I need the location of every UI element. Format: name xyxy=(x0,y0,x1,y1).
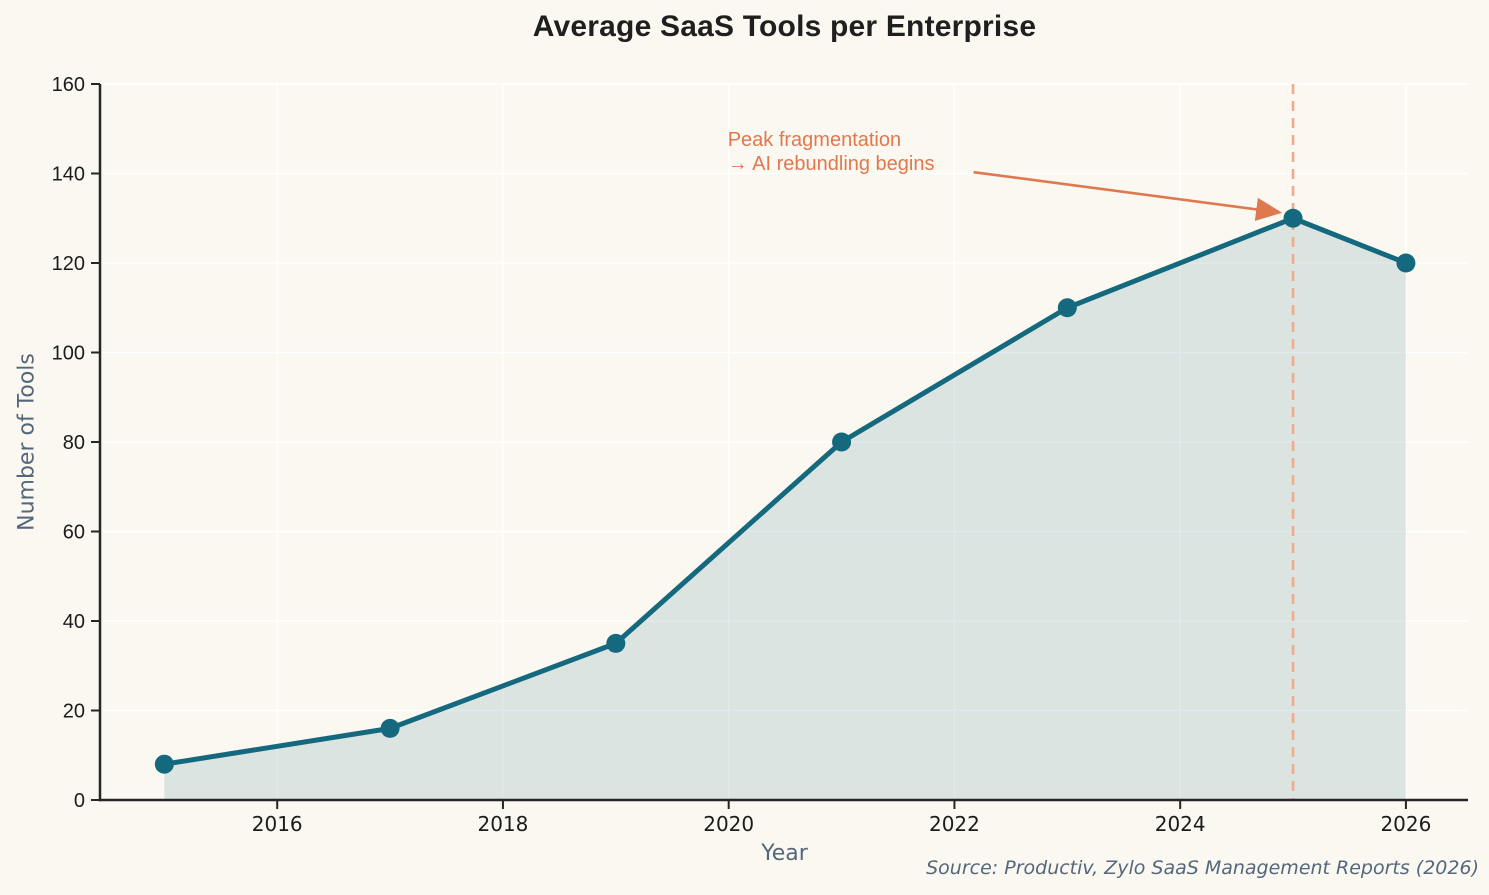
annotation-line-2: → AI rebundling begins xyxy=(727,152,935,175)
data-point xyxy=(1396,253,1416,273)
y-tick-label: 20 xyxy=(63,701,85,723)
y-tick-label: 40 xyxy=(63,611,85,633)
y-tick-label: 100 xyxy=(52,343,85,365)
y-axis-label: Number of Tools xyxy=(14,353,40,531)
y-tick-label: 120 xyxy=(52,253,85,275)
x-tick-label: 2026 xyxy=(1380,812,1431,836)
x-tick-label: 2022 xyxy=(929,812,980,836)
y-tick-label: 140 xyxy=(52,164,85,186)
y-tick-label: 160 xyxy=(52,74,85,96)
annotation-line-1: Peak fragmentation xyxy=(727,128,902,151)
y-tick-label: 0 xyxy=(74,790,85,812)
data-point xyxy=(154,754,174,774)
data-point xyxy=(1283,208,1303,228)
y-tick-label: 80 xyxy=(63,432,85,454)
data-point xyxy=(606,633,626,653)
data-point xyxy=(1057,298,1077,318)
annotation-text: Peak fragmentation → AI rebundling begin… xyxy=(728,128,935,176)
x-tick-label: 2020 xyxy=(703,812,754,836)
annotation-arrow xyxy=(973,170,1283,221)
source-note: Source: Productiv, Zylo SaaS Management … xyxy=(926,857,1479,879)
area-fill xyxy=(164,218,1406,800)
x-tick-label: 2016 xyxy=(252,812,303,836)
y-tick-label: 60 xyxy=(63,522,85,544)
x-tick-label: 2018 xyxy=(477,812,528,836)
chart-title: Average SaaS Tools per Enterprise xyxy=(532,10,1037,43)
data-point xyxy=(832,432,852,452)
data-point xyxy=(380,718,400,738)
x-axis-label: Year xyxy=(761,841,808,866)
x-tick-label: 2024 xyxy=(1155,812,1206,836)
